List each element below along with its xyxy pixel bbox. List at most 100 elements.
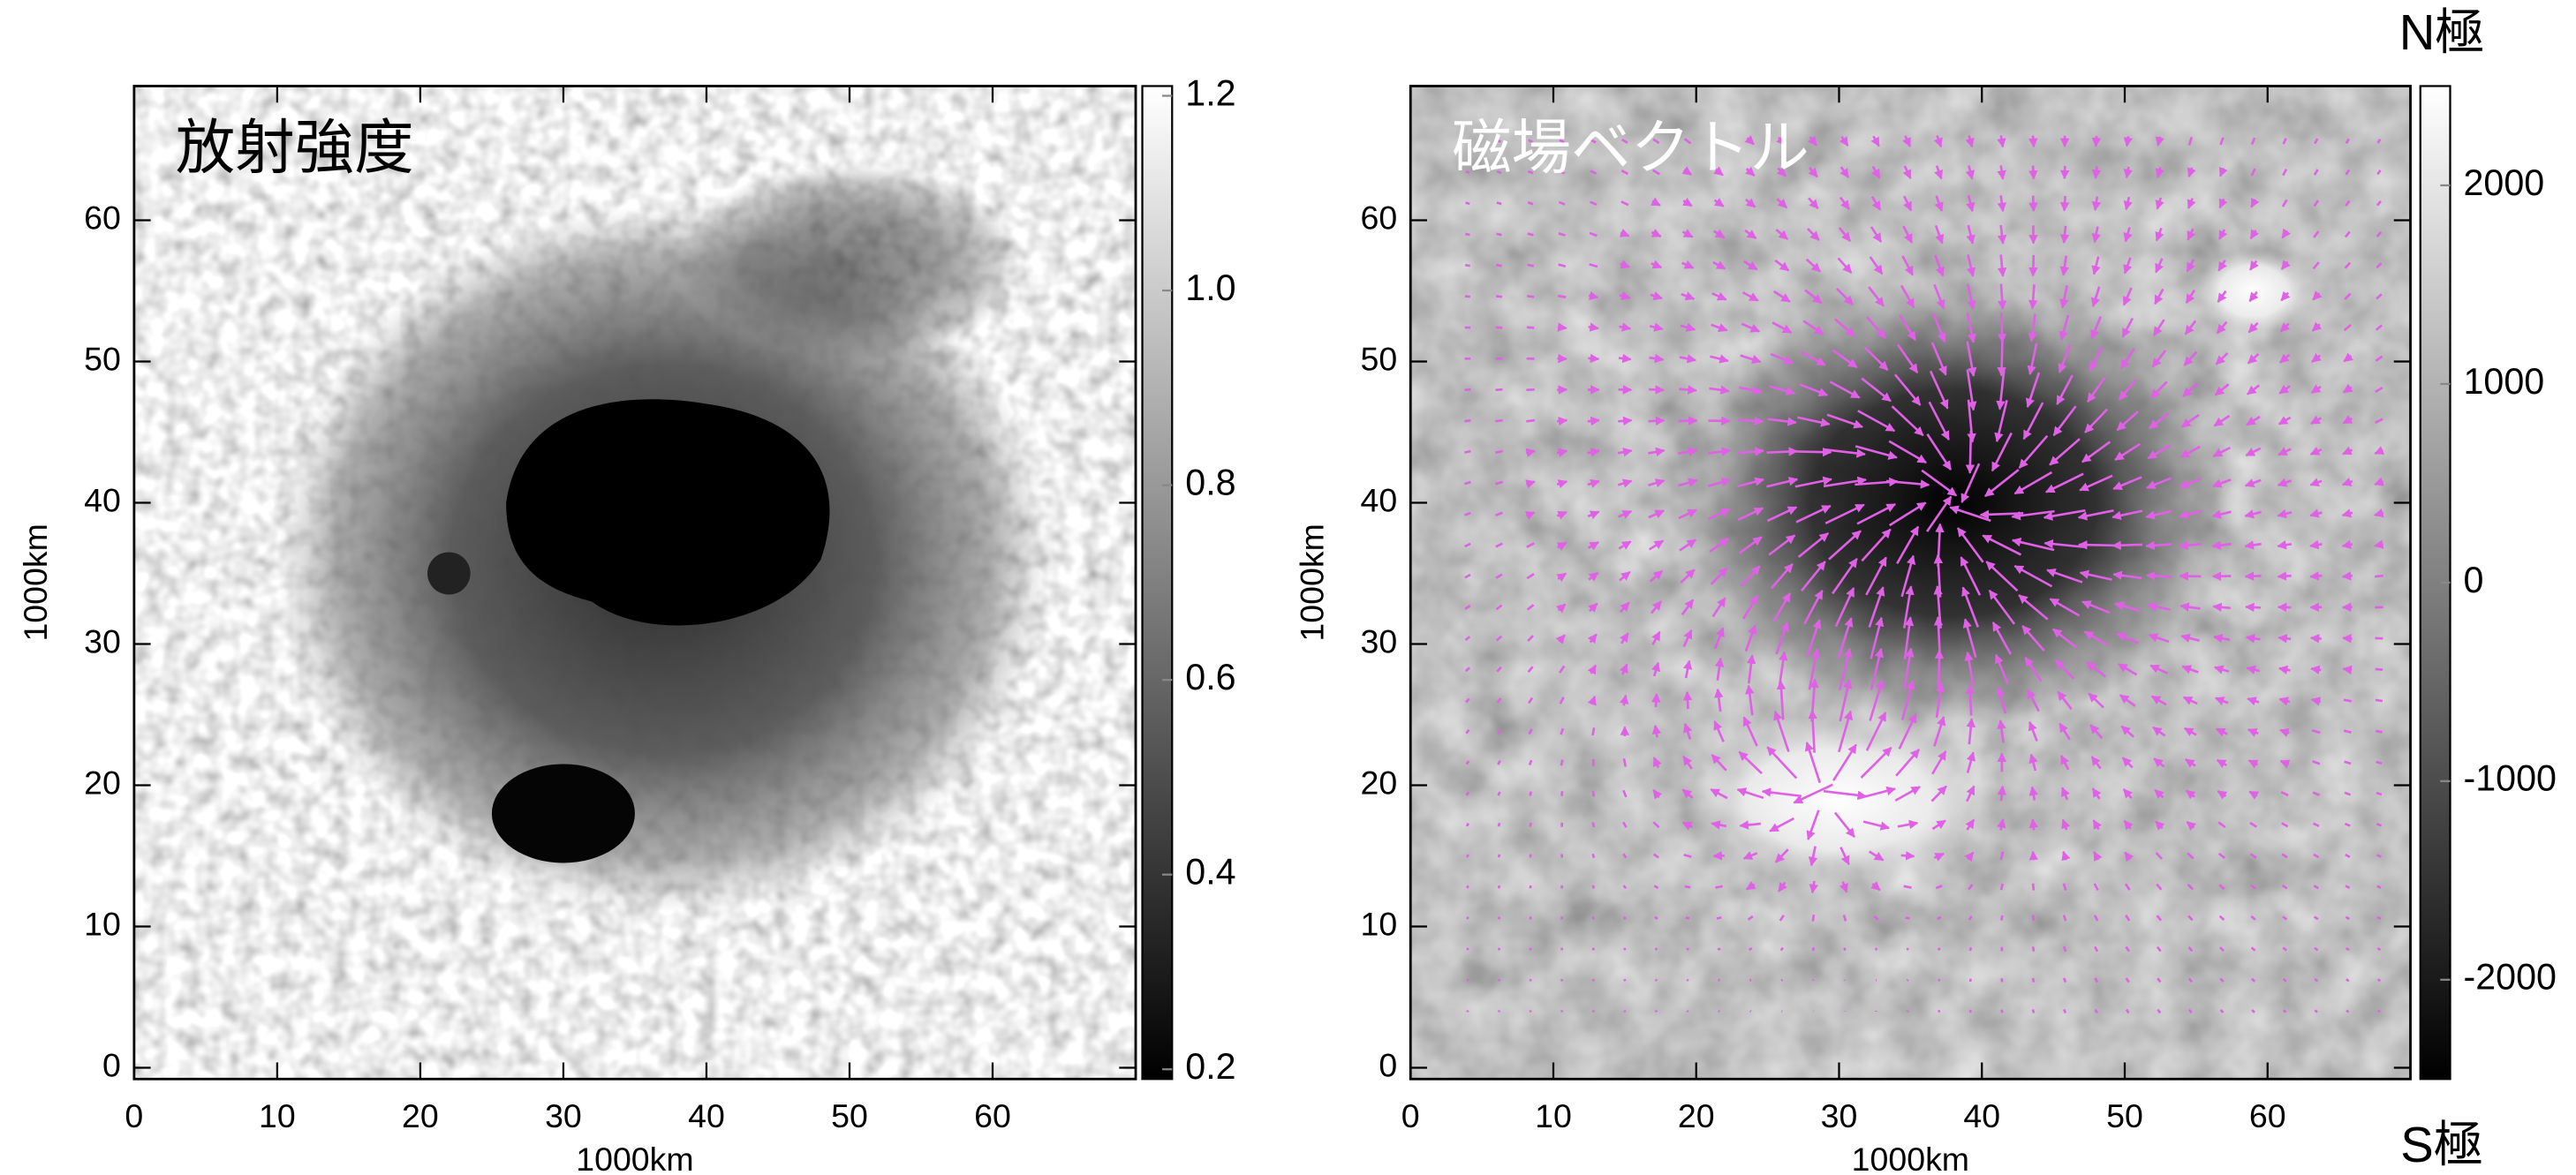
field-arrow: [2057, 690, 2073, 711]
colorbar-tick-label: 1000: [2464, 361, 2545, 402]
field-arrow: [1902, 165, 1912, 180]
field-arrow: [2111, 509, 2143, 521]
field-arrow: [1870, 226, 1883, 243]
field-arrow: [2147, 444, 2171, 460]
field-arrow: [2245, 602, 2262, 613]
field-arrow: [2282, 138, 2287, 145]
field-arrow: [2185, 289, 2196, 305]
field-arrow: [2313, 169, 2319, 176]
field-arrow: [1997, 283, 2007, 311]
field-arrow: [1496, 232, 1502, 237]
field-arrow: [1466, 1010, 1469, 1013]
field-arrow: [2219, 137, 2225, 146]
field-arrow: [1558, 232, 1566, 237]
field-arrow: [1935, 682, 1945, 719]
field-arrow: [1591, 822, 1596, 828]
field-arrow: [2212, 602, 2231, 613]
field-arrow: [1903, 195, 1913, 212]
field-arrow: [1961, 586, 1980, 628]
field-arrow: [1767, 417, 1797, 426]
field-arrow: [2214, 383, 2230, 396]
field-arrow: [2118, 379, 2137, 401]
field-arrow: [1621, 138, 1628, 144]
field-arrow: [2376, 1009, 2381, 1013]
field-arrow: [1801, 350, 1826, 366]
x-tick-label: 40: [688, 1097, 725, 1134]
field-arrow: [2027, 689, 2040, 712]
image: [133, 86, 1137, 1080]
field-arrow: [1770, 352, 1794, 365]
field-arrow: [1556, 416, 1568, 426]
x-axis-label: 1000km: [576, 1141, 693, 1175]
field-arrow: [2313, 230, 2320, 238]
field-arrow: [1996, 686, 2007, 714]
field-arrow: [1559, 665, 1566, 674]
x-tick-label: 30: [545, 1097, 582, 1134]
x-tick-label: 0: [1401, 1097, 1420, 1134]
field-arrow: [1999, 851, 2005, 861]
field-arrow: [1794, 476, 1832, 488]
field-arrow: [1839, 679, 1853, 722]
field-arrow: [1956, 527, 1984, 563]
field-arrow: [2179, 602, 2201, 612]
field-arrow: [1527, 169, 1534, 175]
field-arrow: [1934, 224, 1945, 245]
field-arrow: [1619, 322, 1632, 332]
field-arrow: [2061, 818, 2071, 831]
field-arrow: [1808, 197, 1819, 210]
field-arrow: [2111, 540, 2143, 550]
field-arrow: [1965, 135, 1975, 148]
field-arrow: [1681, 788, 1694, 799]
field-arrow: [1997, 254, 2007, 277]
field-arrow: [1713, 166, 1724, 177]
field-arrow: [1711, 754, 1727, 772]
field-arrow: [2247, 728, 2259, 737]
field-arrow: [2309, 634, 2322, 644]
field-arrow: [1589, 263, 1598, 268]
field-arrow: [1870, 135, 1880, 147]
field-arrow: [1464, 573, 1471, 579]
field-arrow: [1684, 885, 1691, 889]
field-arrow: [2145, 540, 2172, 551]
field-arrow: [1648, 385, 1665, 395]
field-arrow: [1711, 291, 1727, 301]
field-arrow: [1740, 565, 1761, 587]
field-arrow: [1739, 820, 1762, 830]
field-arrow: [2213, 414, 2231, 427]
field-arrow: [1826, 413, 1863, 429]
field-arrow: [1856, 502, 1896, 525]
field-arrow: [2124, 851, 2134, 862]
field-arrow: [1587, 510, 1600, 520]
field-arrow: [2125, 1008, 2130, 1014]
field-arrow: [1680, 322, 1696, 332]
field-arrow: [1525, 479, 1536, 489]
field-arrow: [2376, 139, 2382, 144]
field-arrow: [2179, 445, 2201, 458]
field-arrow: [1900, 284, 1915, 309]
field-arrow: [2311, 352, 2322, 363]
field-arrow: [2084, 408, 2109, 433]
field-arrow: [2049, 438, 2081, 466]
field-arrow: [2013, 564, 2053, 588]
field-arrow: [1966, 785, 1975, 802]
field-arrow: [1526, 604, 1535, 611]
field-arrow: [2114, 442, 2142, 462]
field-arrow: [2155, 136, 2164, 147]
field-arrow: [1802, 320, 1824, 335]
field-arrow: [1741, 291, 1759, 302]
field-arrow: [2250, 884, 2257, 890]
field-arrow: [2279, 728, 2290, 737]
field-arrow: [2346, 1009, 2350, 1013]
field-arrow: [2079, 474, 2113, 492]
field-arrow: [2309, 446, 2323, 456]
field-arrow: [2343, 352, 2353, 363]
field-arrow: [1465, 232, 1470, 237]
field-arrow: [2152, 726, 2166, 737]
field-arrow: [1619, 290, 1631, 301]
field-arrow: [1837, 617, 1854, 659]
field-arrow: [2031, 883, 2036, 891]
field-arrow: [1897, 819, 1919, 830]
colorbar-tick-label: 1.2: [1185, 72, 1235, 113]
field-arrow: [1590, 139, 1597, 144]
field-arrow: [2314, 946, 2319, 952]
